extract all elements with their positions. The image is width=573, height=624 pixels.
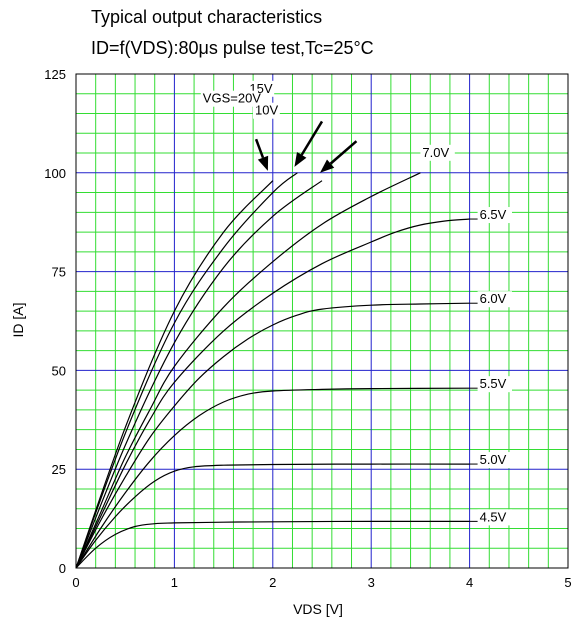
curve-label-bg	[477, 376, 512, 393]
x-tick-label: 5	[564, 575, 571, 590]
arrow-15v-shaft	[300, 120, 324, 156]
x-tick-label: 0	[72, 575, 79, 590]
arrows	[254, 120, 358, 173]
curve-label-bg	[200, 90, 258, 107]
curve-5.0v	[75, 463, 470, 569]
curve-4.5v	[75, 520, 470, 569]
curve-6.5v	[75, 218, 470, 569]
y-tick-label: 0	[59, 561, 66, 576]
x-tick-label: 2	[269, 575, 276, 590]
y-tick-label: 50	[52, 363, 66, 378]
minor-grid	[76, 74, 568, 568]
curve-15v	[75, 172, 298, 569]
curve-label-bg	[477, 452, 512, 469]
curve-label: 7.0V	[422, 145, 449, 160]
curve-label-bg	[477, 207, 512, 224]
x-tick-label: 4	[466, 575, 473, 590]
arrow-vgs20-shaft	[254, 138, 265, 159]
y-axis-label: ID [A]	[10, 302, 26, 337]
curve-label-bg	[253, 102, 280, 119]
curve-vgs-20v	[75, 180, 274, 569]
curve-label: VGS=20V	[203, 91, 262, 106]
arrow-10v-head	[320, 159, 335, 173]
arrow-10v-shaft	[329, 140, 358, 165]
arrow-15v-head	[294, 152, 307, 167]
curve-10v	[75, 180, 323, 569]
chart-title: Typical output characteristics	[91, 7, 323, 27]
plot-frame	[75, 73, 569, 569]
curve-5.5v	[75, 387, 470, 569]
y-tick-label: 100	[44, 166, 66, 181]
curve-label-bg	[420, 144, 455, 161]
major-grid	[75, 73, 569, 569]
y-tick-label: 75	[52, 265, 66, 280]
curve-7.0v	[75, 172, 421, 569]
curve-label: 4.5V	[480, 509, 507, 524]
arrow-vgs20-head	[257, 155, 269, 171]
curves	[75, 172, 470, 569]
y-tick-label: 25	[52, 462, 66, 477]
chart-subtitle: ID=f(VDS):80μs pulse test,Tc=25°C	[91, 38, 374, 58]
curve-label: 6.5V	[480, 207, 507, 222]
curve-label: 5.0V	[480, 452, 507, 467]
curve-label-bg	[477, 291, 512, 308]
curve-label-bg	[477, 509, 512, 526]
x-tick-label: 3	[368, 575, 375, 590]
curve-label: 6.0V	[480, 291, 507, 306]
curve-label: 10V	[255, 103, 278, 118]
y-tick-label: 125	[44, 67, 66, 82]
x-axis-label: VDS [V]	[293, 601, 343, 617]
curve-6.0v	[75, 302, 470, 569]
x-tick-label: 1	[171, 575, 178, 590]
curve-label: 5.5V	[480, 376, 507, 391]
